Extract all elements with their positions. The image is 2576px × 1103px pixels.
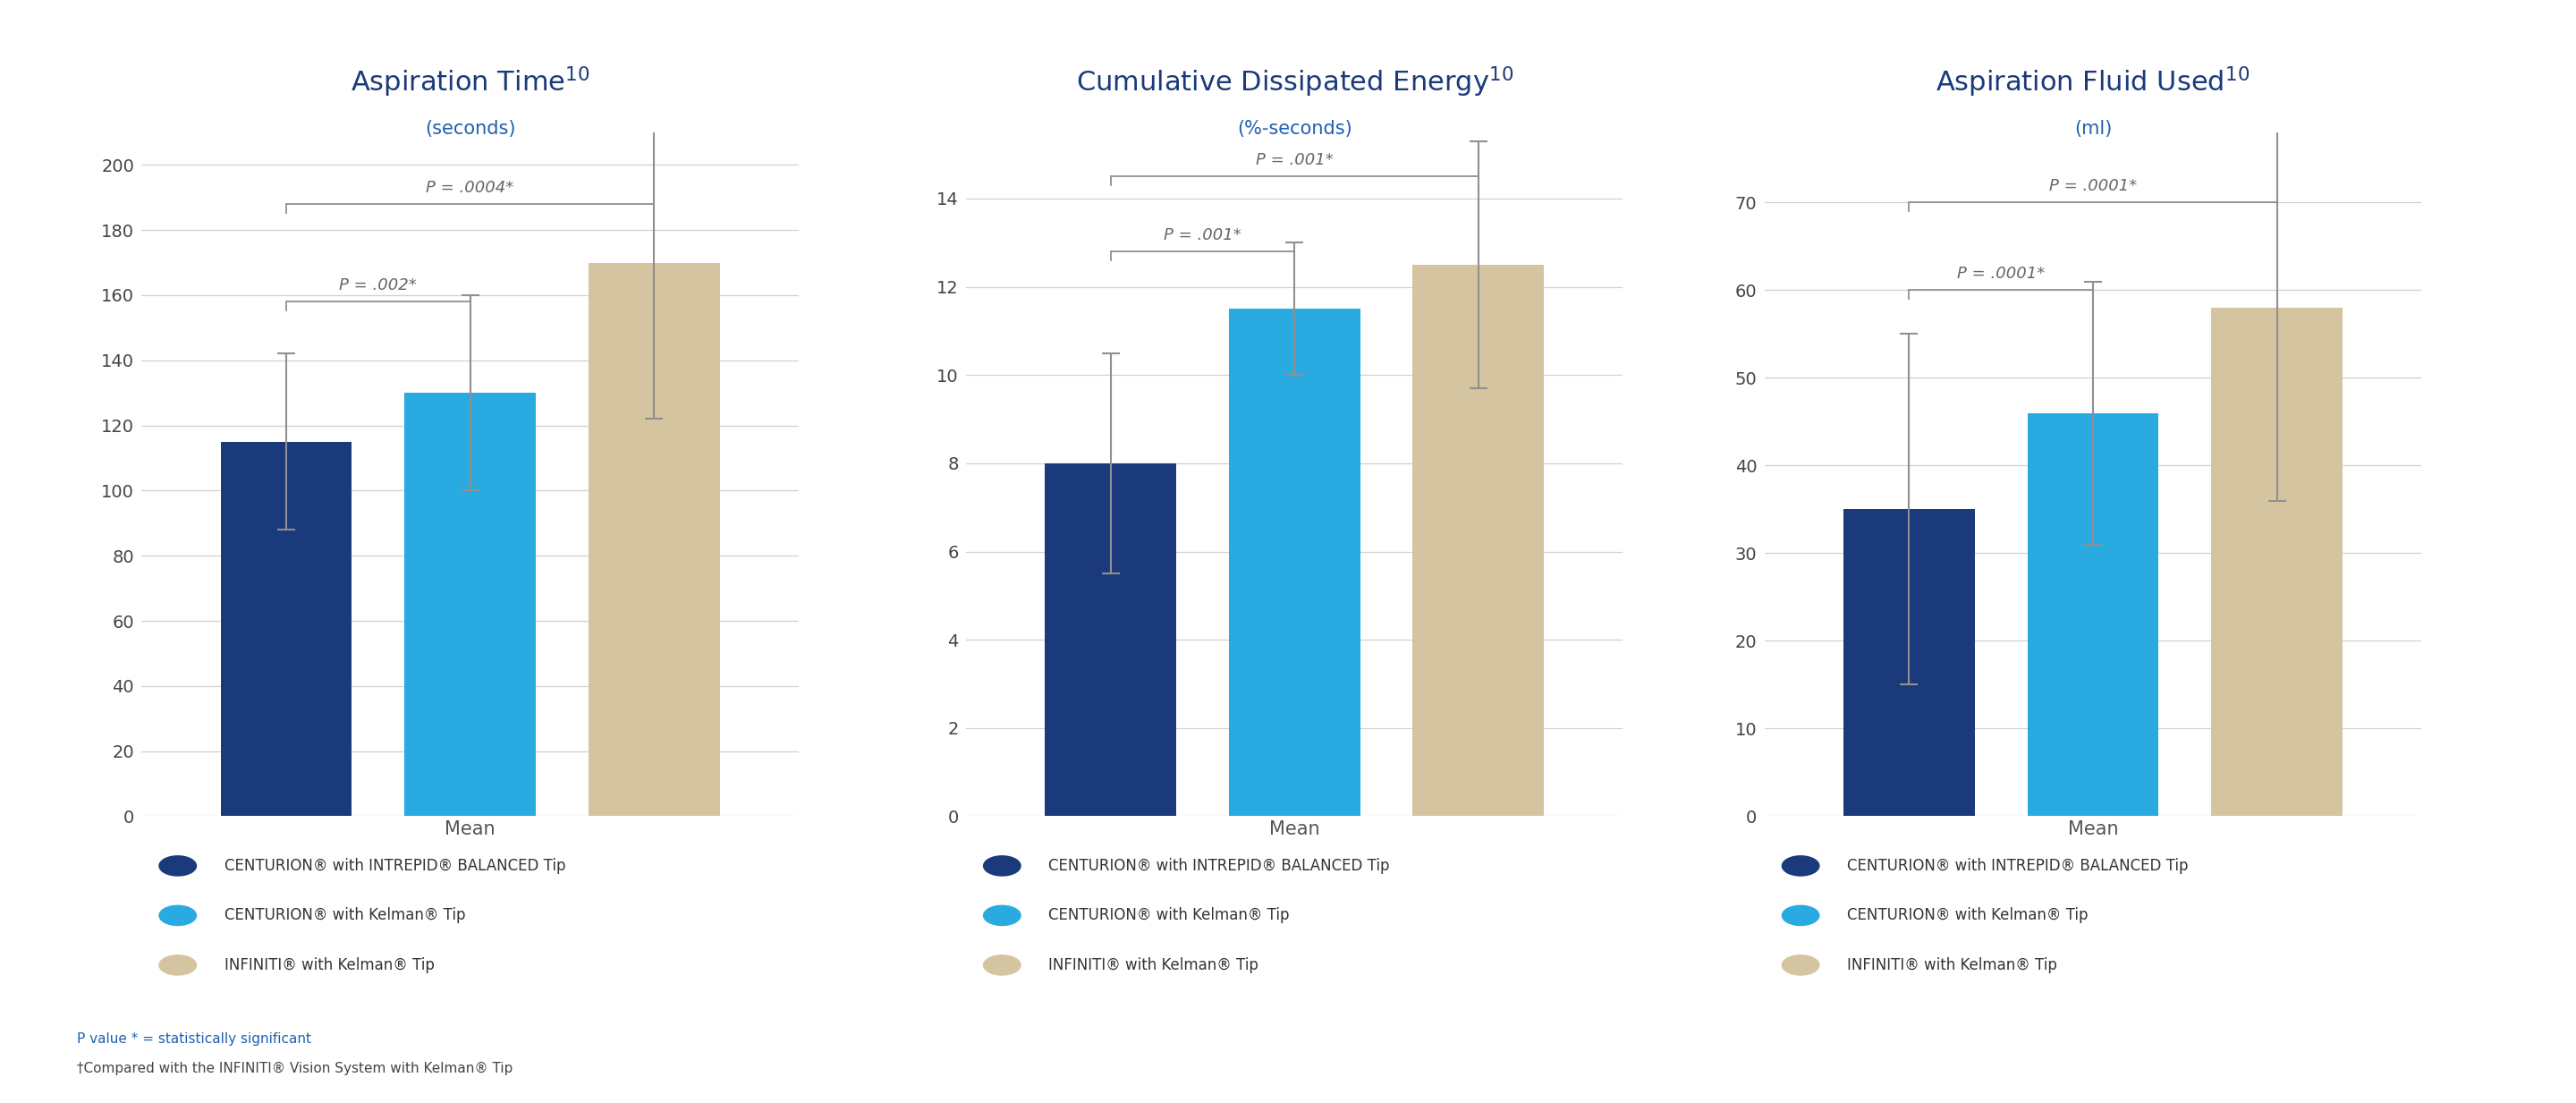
Text: Aspiration Fluid Used$^{10}$: Aspiration Fluid Used$^{10}$ <box>1937 65 2249 99</box>
Text: P = .0001*: P = .0001* <box>1958 266 2045 282</box>
Circle shape <box>160 906 196 925</box>
Text: CENTURION® with INTREPID® BALANCED Tip: CENTURION® with INTREPID® BALANCED Tip <box>1048 858 1388 874</box>
Bar <box>1046 463 1177 816</box>
Circle shape <box>160 955 196 975</box>
Text: (ml): (ml) <box>2074 120 2112 138</box>
Bar <box>1844 510 1976 816</box>
Bar <box>1412 265 1543 816</box>
Text: CENTURION® with Kelman® Tip: CENTURION® with Kelman® Tip <box>224 908 466 923</box>
Text: CENTURION® with Kelman® Tip: CENTURION® with Kelman® Tip <box>1847 908 2089 923</box>
Text: Aspiration Time$^{10}$: Aspiration Time$^{10}$ <box>350 65 590 99</box>
Text: (%-seconds): (%-seconds) <box>1236 120 1352 138</box>
Text: P = .001*: P = .001* <box>1164 227 1242 244</box>
Bar <box>404 393 536 816</box>
Circle shape <box>1783 955 1819 975</box>
Text: †Compared with the INFINITI® Vision System with Kelman® Tip: †Compared with the INFINITI® Vision Syst… <box>77 1062 513 1075</box>
Text: INFINITI® with Kelman® Tip: INFINITI® with Kelman® Tip <box>1847 957 2058 973</box>
Bar <box>1229 309 1360 816</box>
Text: CENTURION® with INTREPID® BALANCED Tip: CENTURION® with INTREPID® BALANCED Tip <box>224 858 564 874</box>
Text: P = .001*: P = .001* <box>1255 152 1334 169</box>
Bar <box>2027 413 2159 816</box>
Text: CENTURION® with INTREPID® BALANCED Tip: CENTURION® with INTREPID® BALANCED Tip <box>1847 858 2187 874</box>
Circle shape <box>1783 856 1819 876</box>
Text: (seconds): (seconds) <box>425 120 515 138</box>
Bar <box>222 441 353 816</box>
Circle shape <box>984 856 1020 876</box>
Bar <box>2210 308 2342 816</box>
Text: INFINITI® with Kelman® Tip: INFINITI® with Kelman® Tip <box>224 957 435 973</box>
Text: Cumulative Dissipated Energy$^{10}$: Cumulative Dissipated Energy$^{10}$ <box>1077 65 1512 99</box>
Circle shape <box>984 955 1020 975</box>
Text: INFINITI® with Kelman® Tip: INFINITI® with Kelman® Tip <box>1048 957 1260 973</box>
Circle shape <box>160 856 196 876</box>
Text: P = .0001*: P = .0001* <box>2048 179 2138 194</box>
Bar <box>587 263 719 816</box>
Text: CENTURION® with Kelman® Tip: CENTURION® with Kelman® Tip <box>1048 908 1291 923</box>
Text: P value * = statistically significant: P value * = statistically significant <box>77 1032 312 1046</box>
Circle shape <box>984 906 1020 925</box>
Text: P = .0004*: P = .0004* <box>425 180 515 196</box>
Circle shape <box>1783 906 1819 925</box>
Text: P = .002*: P = .002* <box>340 277 417 293</box>
